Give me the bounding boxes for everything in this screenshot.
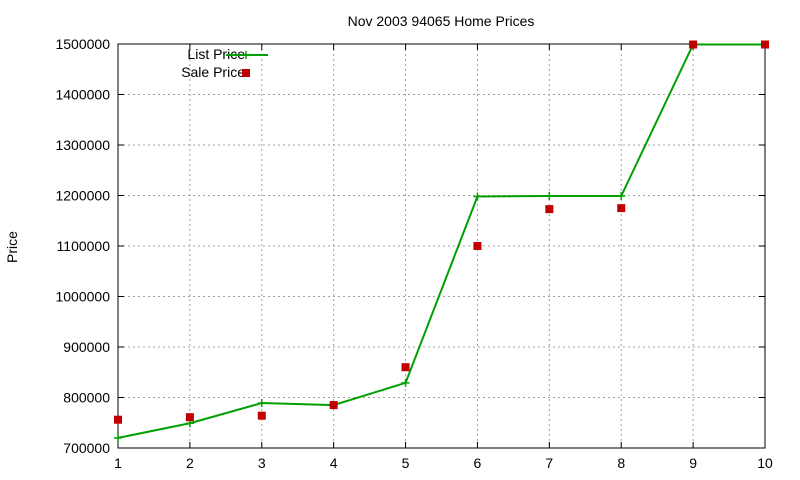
sale-price-point: [114, 415, 122, 424]
legend-plus-swatch: [242, 51, 250, 59]
sale-price-point: [473, 242, 482, 250]
list-price-point: [257, 399, 266, 408]
x-tick-label: 9: [689, 455, 697, 471]
list-price-point: [473, 192, 482, 201]
legend-square-swatch: [242, 69, 250, 77]
x-tick-label: 1: [114, 455, 122, 471]
y-tick-label: 1100000: [57, 238, 111, 254]
series-0: [114, 40, 769, 442]
legend: List Price Sale Price: [181, 46, 268, 80]
series: [114, 40, 769, 442]
sale-price-point: [257, 411, 266, 420]
y-axis-label: Price: [4, 231, 20, 263]
list-price-line: [117, 43, 765, 439]
list-price-point: [401, 378, 410, 387]
sale-price-point: [329, 401, 338, 410]
x-tick-label: 3: [258, 455, 266, 471]
y-tick-label: 800000: [63, 390, 110, 406]
y-tick-label: 700000: [63, 440, 110, 456]
y-tick-label: 1000000: [55, 289, 110, 305]
y-tick-label: 1500000: [55, 36, 110, 52]
plot-frame: [117, 43, 766, 449]
axis-ticks: 700000 800000 900000 1000000 1100000 1200000 1…: [55, 36, 773, 471]
x-tick-label: 8: [617, 455, 625, 471]
x-tick-label: 2: [186, 455, 194, 471]
sale-price-point: [761, 40, 769, 49]
x-tick-label: 4: [330, 455, 338, 471]
y-tick-label: 900000: [63, 339, 110, 355]
x-tick-label: 7: [545, 455, 553, 471]
x-tick-label: 6: [474, 455, 482, 471]
sale-price-point: [185, 413, 194, 422]
chart-title: Nov 2003 94065 Home Prices: [348, 13, 535, 29]
y-tick-label: 1400000: [55, 87, 110, 103]
sale-price-point: [689, 40, 698, 49]
grid: [118, 44, 765, 448]
legend-label: List Price: [187, 46, 245, 62]
list-price-point: [114, 433, 122, 442]
sale-price-point: [617, 204, 626, 213]
x-tick-label: 10: [757, 455, 773, 471]
y-tick-label: 1200000: [55, 188, 110, 204]
list-price-point: [545, 192, 554, 201]
y-tick-label: 1300000: [55, 137, 110, 153]
sale-price-point: [401, 363, 410, 372]
x-tick-label: 5: [402, 455, 410, 471]
legend-label: Sale Price: [181, 64, 245, 80]
sale-price-point: [545, 205, 554, 214]
list-price-point: [617, 192, 626, 201]
series-1: [114, 40, 769, 424]
